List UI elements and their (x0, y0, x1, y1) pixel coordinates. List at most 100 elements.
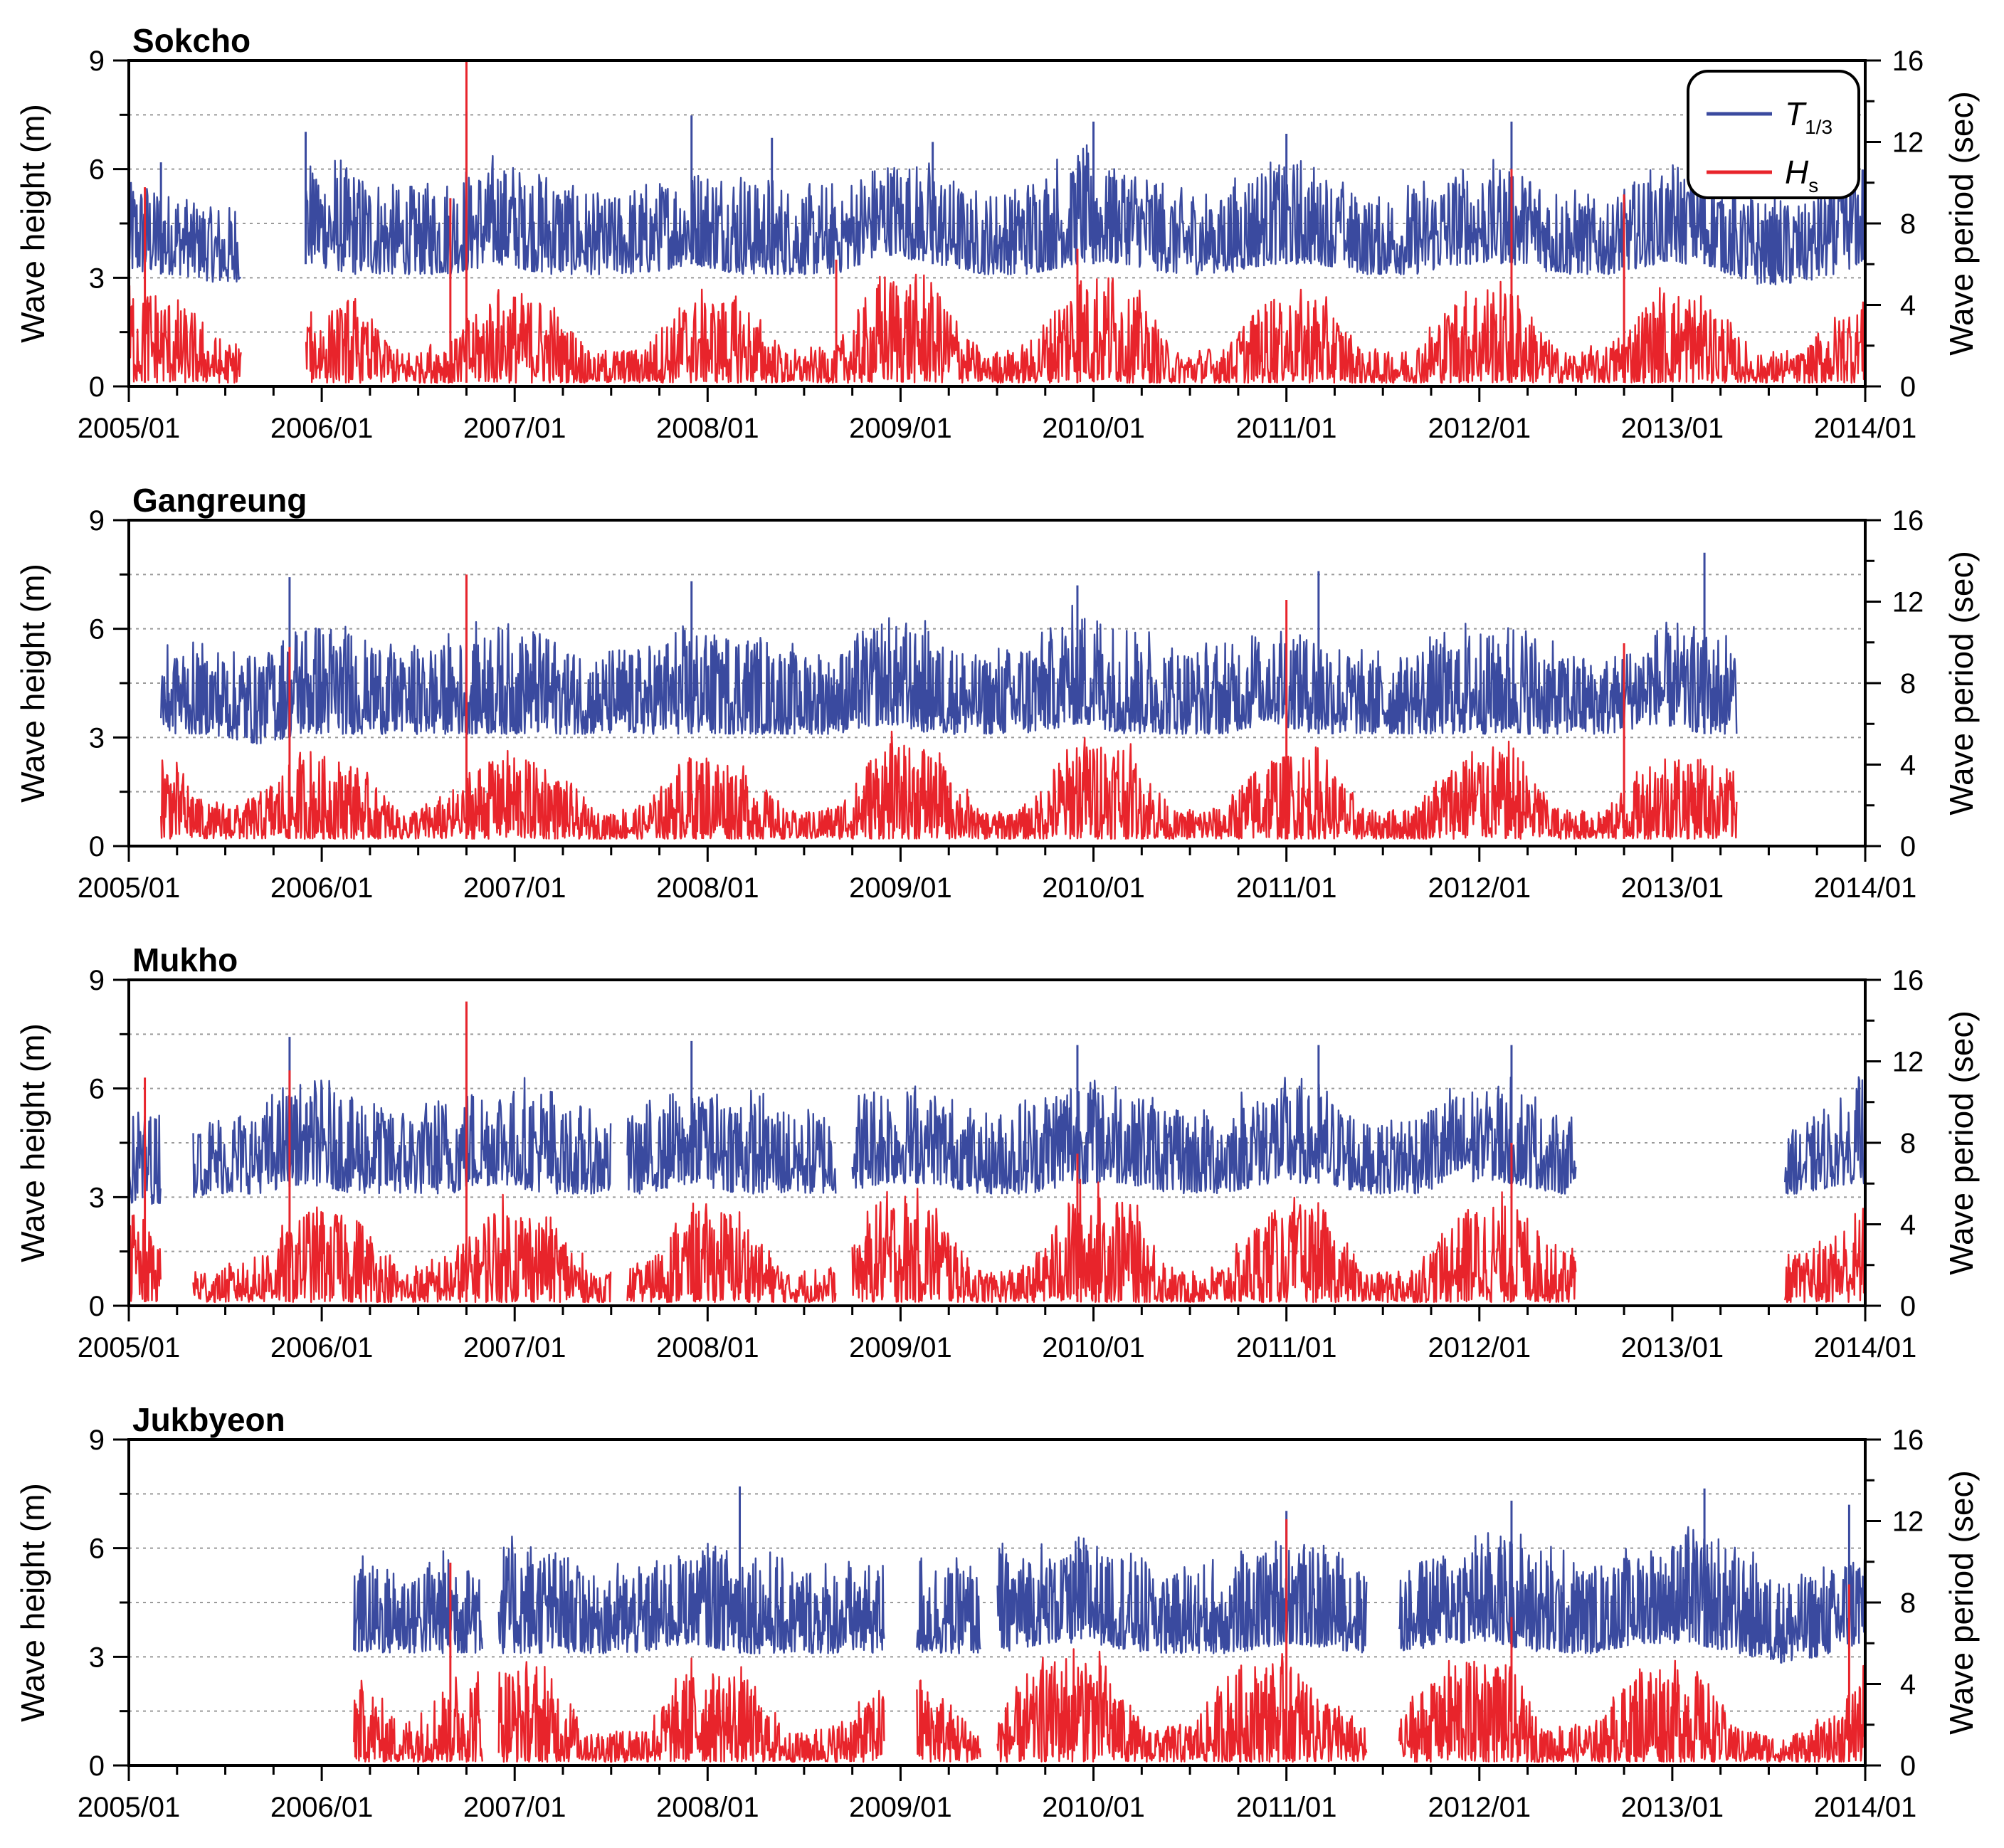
y-tick-label: 0 (89, 1751, 105, 1782)
series-height-trace (353, 1648, 1867, 1763)
x-tick-label: 2008/01 (656, 1332, 759, 1363)
x-tick-label: 2008/01 (656, 413, 759, 444)
y-tick-label: 6 (89, 614, 105, 645)
y-tick-label: 0 (89, 831, 105, 862)
x-tick-label: 2008/01 (656, 872, 759, 904)
x-tick-label: 2014/01 (1814, 1332, 1917, 1363)
legend-box (1687, 70, 1860, 199)
y2-tick-label: 12 (1892, 127, 1924, 159)
x-tick-label: 2012/01 (1428, 872, 1531, 904)
y2-axis-title: Wave period (sec) (1943, 91, 1980, 356)
legend: T1/3 Hs (1687, 70, 1860, 199)
x-tick-label: 2007/01 (463, 872, 566, 904)
x-tick-label: 2009/01 (849, 872, 952, 904)
y-tick-label: 3 (89, 722, 105, 754)
y2-tick-label: 12 (1892, 1506, 1924, 1538)
y2-axis-title: Wave period (sec) (1943, 551, 1980, 815)
x-tick-label: 2005/01 (78, 872, 181, 904)
y2-axis-title: Wave period (sec) (1943, 1010, 1980, 1275)
legend-label-subscript: s (1808, 174, 1818, 196)
y2-tick-label: 16 (1892, 505, 1924, 537)
x-tick-label: 2008/01 (656, 1792, 759, 1823)
y2-tick-label: 8 (1900, 1128, 1916, 1159)
y2-tick-label: 16 (1892, 965, 1924, 996)
x-tick-label: 2014/01 (1814, 413, 1917, 444)
y2-tick-label: 16 (1892, 46, 1924, 77)
panel-title: Gangreung (132, 482, 307, 519)
x-tick-label: 2006/01 (270, 872, 374, 904)
legend-label: Hs (1785, 154, 1818, 196)
x-tick-label: 2013/01 (1621, 872, 1724, 904)
x-tick-label: 2013/01 (1621, 1792, 1724, 1823)
x-tick-label: 2012/01 (1428, 413, 1531, 444)
y-axis-title: Wave height (m) (14, 104, 51, 343)
y-tick-label: 9 (89, 46, 105, 77)
y2-tick-label: 4 (1900, 1210, 1916, 1241)
series-period-trace (160, 604, 1738, 745)
y-axis-title: Wave height (m) (14, 1483, 51, 1722)
x-tick-label: 2009/01 (849, 1792, 952, 1823)
x-tick-label: 2009/01 (849, 1332, 952, 1363)
x-tick-label: 2014/01 (1814, 1792, 1917, 1823)
x-tick-label: 2005/01 (78, 1332, 181, 1363)
x-tick-label: 2011/01 (1236, 1332, 1337, 1363)
y2-tick-label: 12 (1892, 1047, 1924, 1078)
y2-tick-label: 8 (1900, 208, 1916, 240)
x-tick-label: 2013/01 (1621, 1332, 1724, 1363)
y2-tick-label: 0 (1900, 371, 1916, 403)
x-tick-label: 2012/01 (1428, 1332, 1531, 1363)
x-tick-label: 2007/01 (463, 1332, 566, 1363)
panel-mukho: 2005/01 2006/01 2007/01 2008/01 2009/01 2010/… (14, 941, 1980, 1363)
y2-tick-label: 0 (1900, 1751, 1916, 1782)
x-tick-label: 2012/01 (1428, 1792, 1531, 1823)
y2-tick-label: 0 (1900, 831, 1916, 862)
y2-tick-label: 8 (1900, 668, 1916, 699)
x-tick-label: 2010/01 (1042, 413, 1145, 444)
y2-tick-label: 4 (1900, 1669, 1916, 1701)
y-tick-label: 3 (89, 1642, 105, 1673)
y2-tick-label: 12 (1892, 587, 1924, 618)
y-tick-label: 9 (89, 505, 105, 537)
y2-tick-label: 4 (1900, 750, 1916, 781)
x-tick-label: 2009/01 (849, 413, 952, 444)
y-tick-label: 3 (89, 263, 105, 294)
y-tick-label: 3 (89, 1182, 105, 1213)
x-tick-label: 2005/01 (78, 1792, 181, 1823)
panel-gangreung: 2005/01 2006/01 2007/01 2008/01 2009/01 2010/… (14, 482, 1980, 904)
x-tick-label: 2007/01 (463, 413, 566, 444)
x-tick-label: 2010/01 (1042, 872, 1145, 904)
y-tick-label: 0 (89, 1291, 105, 1322)
panel-title: Mukho (132, 941, 238, 978)
legend-label-main: H (1785, 154, 1809, 191)
y-tick-label: 9 (89, 965, 105, 996)
panel-title: Sokcho (132, 22, 250, 59)
legend-label-subscript: 1/3 (1805, 116, 1832, 138)
x-tick-label: 2005/01 (78, 413, 181, 444)
x-tick-label: 2013/01 (1621, 413, 1724, 444)
panel-title: Jukbyeon (132, 1401, 285, 1438)
x-tick-label: 2006/01 (270, 1792, 374, 1823)
y-axis-title: Wave height (m) (14, 564, 51, 803)
x-tick-label: 2010/01 (1042, 1792, 1145, 1823)
series-height-trace (127, 273, 1867, 384)
panel-sokcho: 2005/01 2006/01 2007/01 2008/01 2009/01 2010/… (14, 22, 1980, 444)
y-tick-label: 6 (89, 1074, 105, 1105)
x-tick-label: 2014/01 (1814, 872, 1917, 904)
x-tick-label: 2011/01 (1236, 872, 1337, 904)
y2-axis-title: Wave period (sec) (1943, 1470, 1980, 1735)
series-period-trace (127, 144, 1867, 285)
series-period-trace (127, 1076, 1867, 1205)
y2-tick-label: 8 (1900, 1588, 1916, 1619)
series-height-trace (160, 730, 1738, 840)
y2-tick-label: 16 (1892, 1425, 1924, 1456)
y2-tick-label: 4 (1900, 290, 1916, 322)
x-tick-label: 2007/01 (463, 1792, 566, 1823)
y-tick-label: 6 (89, 154, 105, 186)
x-tick-label: 2006/01 (270, 413, 374, 444)
y2-tick-label: 0 (1900, 1291, 1916, 1322)
y-tick-label: 9 (89, 1425, 105, 1456)
x-tick-label: 2011/01 (1236, 1792, 1337, 1823)
y-tick-label: 6 (89, 1533, 105, 1565)
y-axis-title: Wave height (m) (14, 1023, 51, 1262)
